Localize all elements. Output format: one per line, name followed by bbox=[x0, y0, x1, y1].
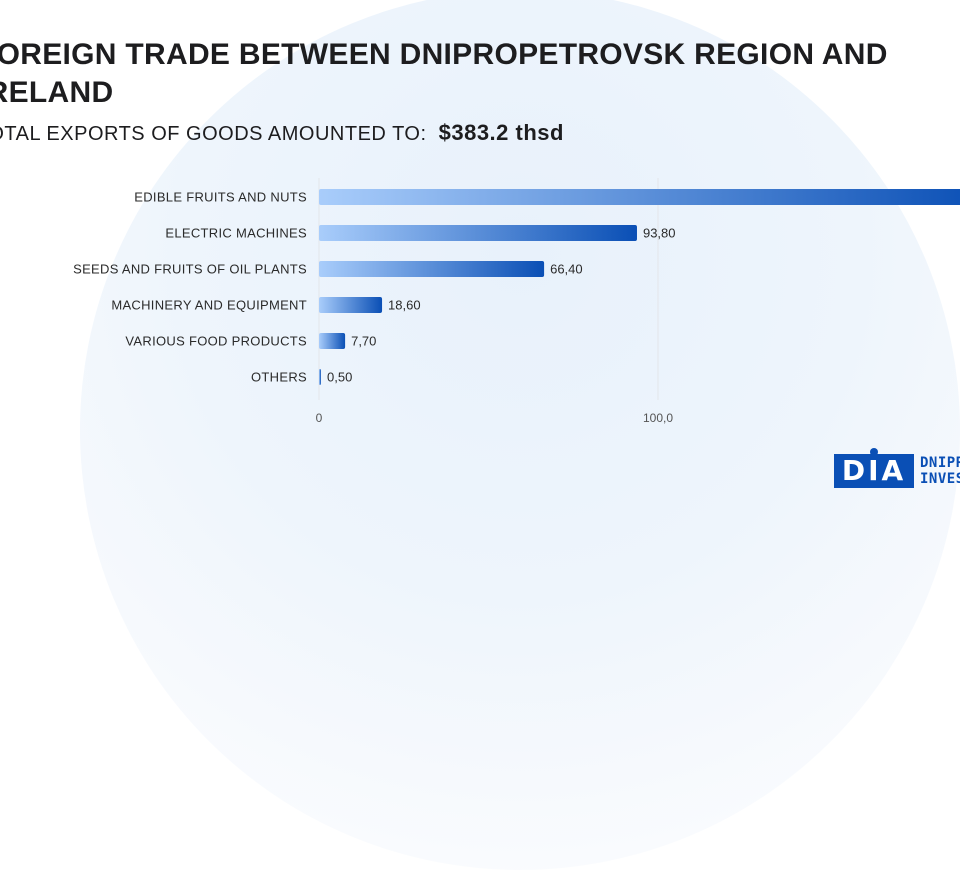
data-label: 7,70 bbox=[351, 334, 376, 349]
total-exports-amount: $383.2 thsd bbox=[438, 120, 564, 145]
logo-line-1: DNIPRO bbox=[920, 455, 960, 471]
logo-mark: DIA bbox=[834, 454, 914, 488]
subtitle: TOTAL EXPORTS OF GOODS AMOUNTED TO: $383… bbox=[0, 120, 564, 146]
data-label: 18,60 bbox=[388, 298, 421, 313]
bar bbox=[319, 189, 960, 205]
bar bbox=[319, 369, 321, 385]
category-label: ELECTRIC MACHINES bbox=[165, 226, 307, 241]
page-title: FOREIGN TRADE BETWEEN DNIPROPETROVSK REG… bbox=[0, 38, 888, 109]
x-tick-label: 100,0 bbox=[643, 411, 673, 425]
category-label: SEEDS AND FRUITS OF OIL PLANTS bbox=[73, 262, 307, 277]
category-label: OTHERS bbox=[251, 370, 307, 385]
bar-chart: 0 100,0 EDIBLE FRUITS AND NUTS ELECTRIC MAC… bbox=[73, 178, 960, 425]
logo-dot bbox=[870, 448, 878, 456]
data-label: 93,80 bbox=[643, 226, 676, 241]
category-label: EDIBLE FRUITS AND NUTS bbox=[134, 190, 307, 205]
x-tick-label: 0 bbox=[316, 411, 323, 425]
bar bbox=[319, 225, 637, 241]
bar bbox=[319, 333, 346, 349]
category-label: VARIOUS FOOD PRODUCTS bbox=[125, 334, 307, 349]
category-label: MACHINERY AND EQUIPMENT bbox=[111, 298, 307, 313]
dia-logo: DIA DNIPRO INVEST bbox=[834, 448, 960, 490]
logo-wordmark: DNIPRO INVEST bbox=[920, 455, 960, 487]
data-label: 66,40 bbox=[550, 262, 583, 277]
bar bbox=[319, 297, 383, 313]
bar bbox=[319, 261, 545, 277]
logo-line-2: INVEST bbox=[920, 471, 960, 487]
subtitle-label: TOTAL EXPORTS OF GOODS AMOUNTED TO: bbox=[0, 123, 427, 145]
data-label: 0,50 bbox=[327, 370, 352, 385]
